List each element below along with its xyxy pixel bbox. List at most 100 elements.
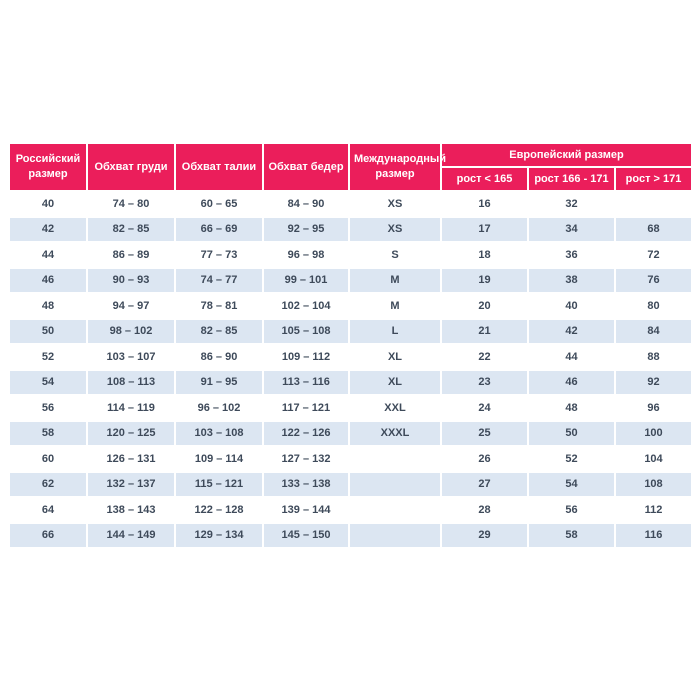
cell-height-lt-165: 28 [442, 498, 527, 522]
cell-height-166-171: 48 [529, 396, 614, 420]
cell-height-lt-165: 16 [442, 192, 527, 216]
cell-hips: 99 – 101 [264, 268, 348, 292]
cell-height-166-171: 32 [529, 192, 614, 216]
cell-international-size: XL [350, 370, 440, 394]
cell-waist: 115 – 121 [176, 472, 262, 496]
cell-international-size [350, 447, 440, 471]
size-chart-header: Российский размер Обхват груди Обхват та… [10, 144, 691, 190]
table-row: 66 144 – 149 129 – 134 145 – 150 29 58 116 [10, 523, 691, 547]
cell-height-166-171: 44 [529, 345, 614, 369]
cell-height-gt-171: 96 [616, 396, 691, 420]
cell-international-size: M [350, 268, 440, 292]
cell-waist: 96 – 102 [176, 396, 262, 420]
cell-russian-size: 56 [10, 396, 86, 420]
cell-height-lt-165: 19 [442, 268, 527, 292]
header-european-size: Европейский размер [442, 144, 691, 166]
cell-height-166-171: 42 [529, 319, 614, 343]
cell-height-gt-171: 92 [616, 370, 691, 394]
table-row: 62 132 – 137 115 – 121 133 – 138 27 54 108 [10, 472, 691, 496]
cell-height-lt-165: 20 [442, 294, 527, 318]
cell-russian-size: 48 [10, 294, 86, 318]
cell-height-lt-165: 24 [442, 396, 527, 420]
cell-hips: 133 – 138 [264, 472, 348, 496]
cell-chest: 126 – 131 [88, 447, 174, 471]
header-height-gt-171: рост > 171 [616, 168, 691, 190]
cell-height-gt-171: 76 [616, 268, 691, 292]
cell-chest: 98 – 102 [88, 319, 174, 343]
cell-height-gt-171: 104 [616, 447, 691, 471]
cell-international-size: XL [350, 345, 440, 369]
cell-height-166-171: 56 [529, 498, 614, 522]
cell-russian-size: 50 [10, 319, 86, 343]
header-russian-size: Российский размер [10, 144, 86, 190]
cell-russian-size: 44 [10, 243, 86, 267]
cell-hips: 102 – 104 [264, 294, 348, 318]
cell-chest: 86 – 89 [88, 243, 174, 267]
cell-hips: 127 – 132 [264, 447, 348, 471]
header-row-sub: рост < 165 рост 166 - 171 рост > 171 [10, 168, 691, 190]
cell-russian-size: 40 [10, 192, 86, 216]
cell-waist: 60 – 65 [176, 192, 262, 216]
cell-height-166-171: 50 [529, 421, 614, 445]
cell-height-166-171: 40 [529, 294, 614, 318]
cell-height-lt-165: 27 [442, 472, 527, 496]
cell-height-166-171: 58 [529, 523, 614, 547]
cell-hips: 96 – 98 [264, 243, 348, 267]
cell-height-gt-171: 108 [616, 472, 691, 496]
table-row: 40 74 – 80 60 – 65 84 – 90 XS 16 32 [10, 192, 691, 216]
cell-hips: 117 – 121 [264, 396, 348, 420]
cell-chest: 108 – 113 [88, 370, 174, 394]
cell-height-gt-171: 88 [616, 345, 691, 369]
cell-chest: 74 – 80 [88, 192, 174, 216]
cell-international-size [350, 523, 440, 547]
cell-height-lt-165: 23 [442, 370, 527, 394]
cell-height-166-171: 52 [529, 447, 614, 471]
size-chart-body: 40 74 – 80 60 – 65 84 – 90 XS 16 32 42 82 – 85 66… [10, 192, 691, 547]
cell-chest: 132 – 137 [88, 472, 174, 496]
size-chart-table: Российский размер Обхват груди Обхват та… [8, 142, 693, 549]
table-row: 56 114 – 119 96 – 102 117 – 121 XXL 24 48 96 [10, 396, 691, 420]
cell-international-size [350, 472, 440, 496]
cell-russian-size: 62 [10, 472, 86, 496]
cell-hips: 139 – 144 [264, 498, 348, 522]
cell-height-lt-165: 25 [442, 421, 527, 445]
cell-russian-size: 42 [10, 217, 86, 241]
cell-height-gt-171: 68 [616, 217, 691, 241]
table-row: 58 120 – 125 103 – 108 122 – 126 XXXL 25 50 100 [10, 421, 691, 445]
cell-chest: 120 – 125 [88, 421, 174, 445]
table-row: 42 82 – 85 66 – 69 92 – 95 XS 17 34 68 [10, 217, 691, 241]
cell-russian-size: 46 [10, 268, 86, 292]
cell-height-lt-165: 21 [442, 319, 527, 343]
cell-height-gt-171: 116 [616, 523, 691, 547]
cell-height-gt-171: 84 [616, 319, 691, 343]
cell-waist: 109 – 114 [176, 447, 262, 471]
cell-russian-size: 66 [10, 523, 86, 547]
cell-height-lt-165: 22 [442, 345, 527, 369]
cell-international-size: S [350, 243, 440, 267]
cell-hips: 145 – 150 [264, 523, 348, 547]
cell-hips: 105 – 108 [264, 319, 348, 343]
table-row: 52 103 – 107 86 – 90 109 – 112 XL 22 44 88 [10, 345, 691, 369]
cell-waist: 91 – 95 [176, 370, 262, 394]
cell-height-166-171: 46 [529, 370, 614, 394]
cell-height-166-171: 36 [529, 243, 614, 267]
cell-international-size: L [350, 319, 440, 343]
table-row: 44 86 – 89 77 – 73 96 – 98 S 18 36 72 [10, 243, 691, 267]
cell-hips: 84 – 90 [264, 192, 348, 216]
cell-chest: 114 – 119 [88, 396, 174, 420]
cell-international-size: XS [350, 192, 440, 216]
cell-international-size: XS [350, 217, 440, 241]
cell-height-gt-171: 112 [616, 498, 691, 522]
cell-russian-size: 52 [10, 345, 86, 369]
cell-chest: 90 – 93 [88, 268, 174, 292]
cell-waist: 66 – 69 [176, 217, 262, 241]
header-hips: Обхват бедер [264, 144, 348, 190]
cell-height-gt-171: 80 [616, 294, 691, 318]
cell-russian-size: 64 [10, 498, 86, 522]
cell-hips: 122 – 126 [264, 421, 348, 445]
cell-waist: 129 – 134 [176, 523, 262, 547]
cell-waist: 86 – 90 [176, 345, 262, 369]
table-row: 60 126 – 131 109 – 114 127 – 132 26 52 104 [10, 447, 691, 471]
cell-height-lt-165: 17 [442, 217, 527, 241]
cell-international-size: XXL [350, 396, 440, 420]
